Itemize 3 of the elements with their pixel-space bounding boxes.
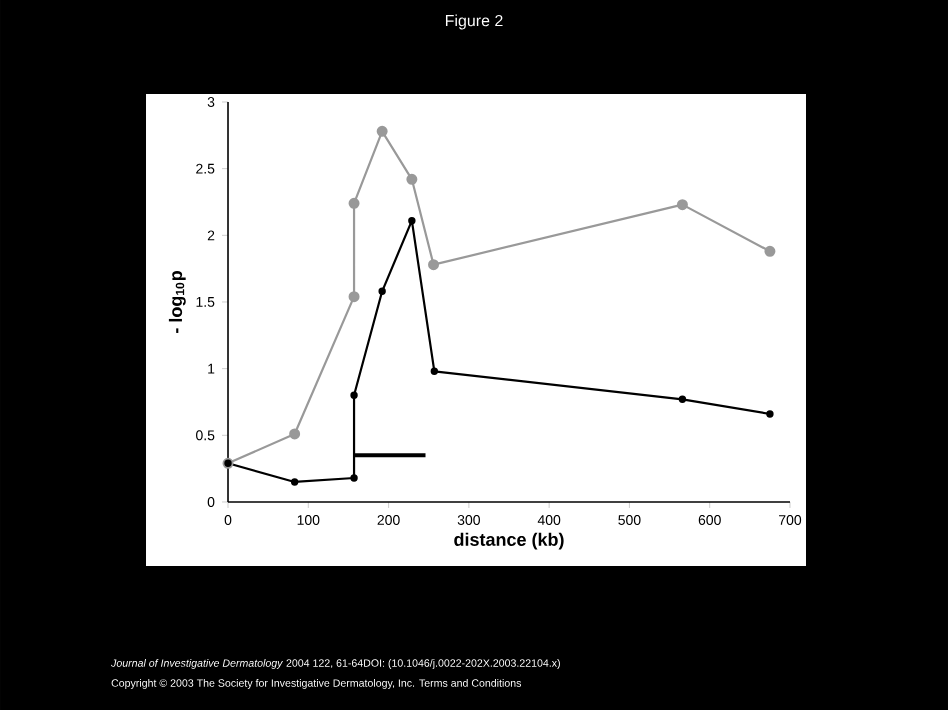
x-axis-title: distance (kb) <box>454 532 564 550</box>
chart-title: Figure 2 <box>445 14 503 30</box>
y-axis-title: - log$_{10}$p <box>168 271 186 333</box>
